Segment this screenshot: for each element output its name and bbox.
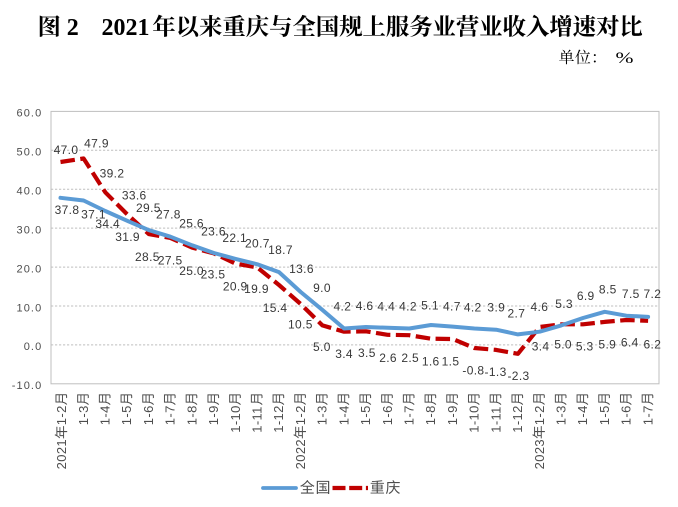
svg-text:5.1: 5.1: [421, 298, 439, 312]
svg-text:2.7: 2.7: [508, 307, 526, 321]
svg-text:10.5: 10.5: [288, 318, 313, 332]
svg-text:29.5: 29.5: [136, 201, 161, 215]
svg-text:1-9: 1-9: [206, 405, 221, 425]
svg-text:1-11: 1-11: [250, 406, 265, 432]
svg-text:1-5: 1-5: [119, 405, 134, 425]
svg-text:1-12: 1-12: [271, 405, 286, 432]
svg-text:3.4: 3.4: [532, 339, 550, 353]
svg-text:1-2: 1-2: [532, 405, 547, 425]
svg-text:8.5: 8.5: [599, 282, 617, 296]
svg-text:4.2: 4.2: [464, 300, 482, 314]
svg-text:31.9: 31.9: [115, 230, 140, 244]
svg-text:25.0: 25.0: [179, 264, 204, 278]
svg-text:2.6: 2.6: [379, 351, 397, 365]
svg-text:27.5: 27.5: [158, 253, 183, 267]
svg-text:6.9: 6.9: [577, 289, 595, 303]
svg-text:7.5: 7.5: [622, 287, 640, 301]
svg-text:1-4: 1-4: [336, 405, 351, 425]
svg-text:7.2: 7.2: [644, 287, 662, 301]
svg-text:1-4: 1-4: [98, 405, 113, 425]
svg-text:40.0: 40.0: [16, 186, 42, 198]
svg-text:2022: 2022: [293, 439, 308, 469]
svg-text:5.3: 5.3: [576, 340, 594, 354]
svg-text:37.1: 37.1: [81, 208, 106, 222]
svg-text:1-5: 1-5: [597, 405, 612, 425]
svg-text:33.6: 33.6: [122, 188, 147, 202]
svg-text:1-6: 1-6: [619, 405, 634, 425]
svg-text:1-2: 1-2: [54, 405, 69, 425]
svg-text:27.8: 27.8: [156, 208, 181, 222]
svg-text:10.0: 10.0: [16, 302, 42, 314]
svg-text:-1.3: -1.3: [485, 365, 507, 379]
svg-text:50.0: 50.0: [16, 147, 42, 159]
svg-text:-10.0: -10.0: [12, 380, 43, 392]
svg-text:25.6: 25.6: [179, 216, 204, 230]
svg-text:20.0: 20.0: [16, 263, 42, 275]
svg-text:1.5: 1.5: [442, 354, 460, 368]
svg-text:18.7: 18.7: [268, 243, 293, 257]
svg-text:4.2: 4.2: [399, 300, 417, 314]
svg-text:5.0: 5.0: [313, 340, 331, 354]
svg-text:6.2: 6.2: [644, 338, 662, 352]
svg-text:3.5: 3.5: [358, 346, 376, 360]
svg-text:1-7: 1-7: [402, 405, 417, 425]
svg-text:1-2: 1-2: [293, 405, 308, 425]
svg-text:1-3: 1-3: [76, 405, 91, 425]
svg-text:2: 2: [67, 15, 79, 41]
svg-text:1-12: 1-12: [510, 405, 525, 432]
svg-text:2.5: 2.5: [401, 351, 419, 365]
svg-text:9.0: 9.0: [313, 281, 331, 295]
svg-text:20.7: 20.7: [245, 237, 270, 251]
svg-text:-0.8: -0.8: [462, 364, 484, 378]
svg-text:1-3: 1-3: [315, 405, 330, 425]
svg-text:3.9: 3.9: [487, 301, 505, 315]
svg-text:22.1: 22.1: [222, 231, 247, 245]
svg-text:5.3: 5.3: [555, 297, 573, 311]
svg-text:-2.3: -2.3: [507, 369, 529, 383]
svg-text:0.0: 0.0: [24, 341, 43, 353]
svg-text:34.4: 34.4: [95, 217, 120, 231]
svg-text:1-7: 1-7: [163, 405, 178, 425]
svg-text:2021: 2021: [54, 439, 69, 469]
svg-text:4.4: 4.4: [377, 300, 395, 314]
svg-text:1-10: 1-10: [228, 405, 243, 432]
svg-text:15.4: 15.4: [263, 301, 288, 315]
svg-text:1-6: 1-6: [141, 405, 156, 425]
svg-text:5.0: 5.0: [554, 338, 572, 352]
svg-text:37.8: 37.8: [55, 203, 80, 217]
svg-text:28.5: 28.5: [135, 250, 160, 264]
svg-text:1-11: 1-11: [488, 406, 503, 432]
svg-text:20.9: 20.9: [223, 279, 248, 293]
svg-text:1-8: 1-8: [423, 405, 438, 425]
svg-text:1-9: 1-9: [445, 405, 460, 425]
svg-text:39.2: 39.2: [100, 166, 125, 180]
svg-text:1-7: 1-7: [640, 405, 655, 425]
svg-text:4.6: 4.6: [531, 300, 549, 314]
svg-text:2021: 2021: [102, 15, 150, 41]
svg-text:23.6: 23.6: [201, 224, 226, 238]
svg-text:1-6: 1-6: [380, 405, 395, 425]
svg-text:47.0: 47.0: [54, 143, 79, 157]
svg-text:1-10: 1-10: [467, 405, 482, 432]
svg-text:4.2: 4.2: [334, 300, 352, 314]
svg-text:4.6: 4.6: [356, 299, 374, 313]
svg-text:3.4: 3.4: [335, 347, 353, 361]
svg-text:5.9: 5.9: [598, 338, 616, 352]
svg-text:1-3: 1-3: [554, 405, 569, 425]
svg-text:19.9: 19.9: [244, 282, 269, 296]
svg-text:30.0: 30.0: [16, 224, 42, 236]
svg-text:%: %: [616, 50, 634, 67]
svg-text:6.4: 6.4: [621, 336, 639, 350]
svg-text:1-5: 1-5: [358, 405, 373, 425]
svg-text:47.9: 47.9: [84, 136, 109, 150]
svg-text:4.7: 4.7: [443, 300, 461, 314]
svg-text:2023: 2023: [532, 439, 547, 469]
svg-text:1-8: 1-8: [184, 405, 199, 425]
svg-text:1-4: 1-4: [575, 405, 590, 425]
svg-text:1.6: 1.6: [422, 354, 440, 368]
svg-text:60.0: 60.0: [16, 108, 42, 120]
svg-text:23.5: 23.5: [201, 268, 226, 282]
svg-text:13.6: 13.6: [289, 262, 314, 276]
